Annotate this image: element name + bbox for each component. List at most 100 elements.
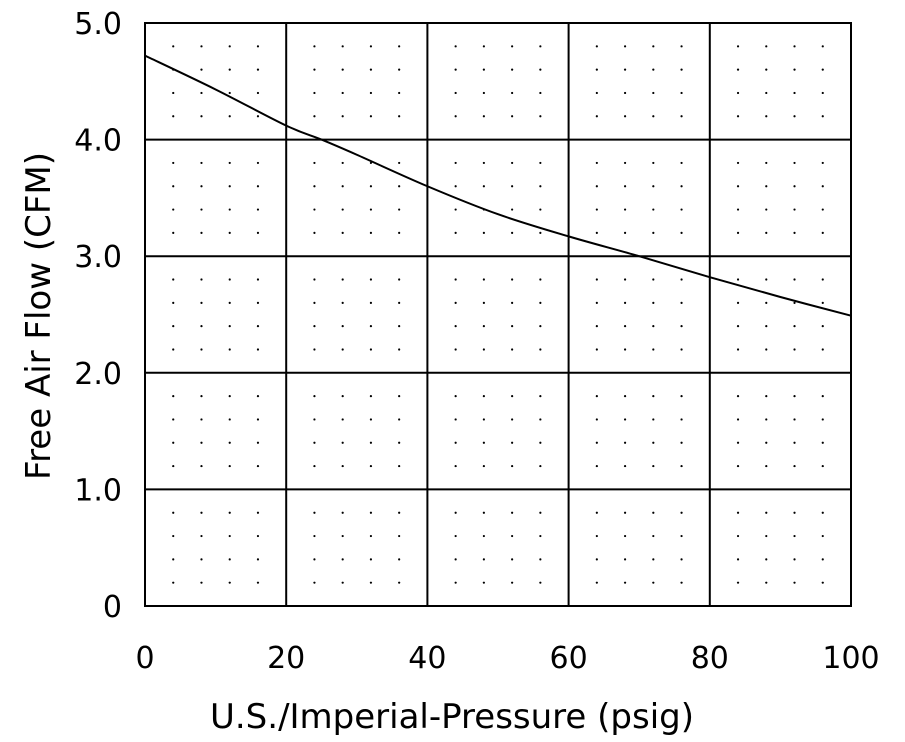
grid-dot-12 xyxy=(172,231,175,234)
grid-dot-331 xyxy=(736,278,740,281)
grid-dot-81 xyxy=(313,558,316,561)
grid-dot-342 xyxy=(765,534,768,538)
grid-dot-316 xyxy=(680,115,683,118)
grid-dot-270 xyxy=(623,301,627,304)
grid-dot-91 xyxy=(313,278,316,281)
x-tick-labels: 0 20 40 60 80 100 xyxy=(135,641,879,676)
grid-dot-337 xyxy=(736,91,740,95)
grid-dot-54 xyxy=(228,185,231,188)
grid-dot-340 xyxy=(765,581,768,584)
grid-dot-93 xyxy=(313,208,316,211)
grid-dot-33 xyxy=(200,208,203,211)
grid-dot-181 xyxy=(482,558,485,561)
grid-dot-78 xyxy=(256,68,260,71)
grid-dot-237 xyxy=(539,91,542,95)
grid-dot-55 xyxy=(228,161,231,165)
grid-dot-126 xyxy=(369,418,373,421)
grid-dot-383 xyxy=(821,511,824,514)
grid-dot-199 xyxy=(482,45,485,48)
grid-dot-305 xyxy=(680,441,683,444)
grid-dot-6 xyxy=(172,418,175,421)
grid-dot-232 xyxy=(539,231,542,234)
grid-dot-15 xyxy=(172,161,175,165)
x-tick-label-1: 20 xyxy=(267,641,305,676)
grid-dot-377 xyxy=(793,91,796,95)
grid-dot-149 xyxy=(398,325,401,328)
grid-dot-221 xyxy=(539,558,542,561)
grid-dot-76 xyxy=(256,115,260,118)
grid-dot-188 xyxy=(482,348,485,351)
grid-dot-386 xyxy=(821,418,824,421)
grid-dot-89 xyxy=(313,325,316,328)
grid-dot-161 xyxy=(454,558,457,561)
grid-dot-72 xyxy=(256,231,260,234)
grid-dot-271 xyxy=(623,278,627,281)
grid-dot-299 xyxy=(652,45,655,48)
grid-dot-172 xyxy=(454,231,457,234)
grid-dot-351 xyxy=(765,278,768,281)
grid-dot-117 xyxy=(341,91,344,95)
grid-dot-74 xyxy=(256,185,260,188)
grid-dot-373 xyxy=(793,208,796,211)
grid-dot-154 xyxy=(398,185,401,188)
grid-dot-298 xyxy=(652,68,655,71)
grid-dot-311 xyxy=(680,278,683,281)
grid-dot-98 xyxy=(313,68,316,71)
grid-dot-344 xyxy=(765,464,768,468)
grid-dot-60 xyxy=(256,581,260,584)
grid-dot-330 xyxy=(736,301,740,304)
grid-dot-114 xyxy=(341,185,344,188)
grid-dot-88 xyxy=(313,348,316,351)
grid-dot-183 xyxy=(482,511,485,514)
grid-dot-381 xyxy=(821,558,824,561)
grid-dot-163 xyxy=(454,511,457,514)
grid-dot-79 xyxy=(256,45,260,48)
grid-dot-291 xyxy=(652,278,655,281)
grid-dot-155 xyxy=(398,161,401,165)
grid-dot-345 xyxy=(765,441,768,444)
grid-dot-47 xyxy=(228,395,231,398)
grid-dot-123 xyxy=(369,511,373,514)
grid-dot-2 xyxy=(172,534,175,538)
grid-dot-165 xyxy=(454,441,457,444)
grid-dot-166 xyxy=(454,418,457,421)
grid-dot-209 xyxy=(511,325,514,328)
grid-dot-83 xyxy=(313,511,316,514)
grid-dot-113 xyxy=(341,208,344,211)
grid-dot-255 xyxy=(595,161,598,165)
grid-dot-233 xyxy=(539,208,542,211)
grid-dot-46 xyxy=(228,418,231,421)
grid-dot-189 xyxy=(482,325,485,328)
grid-dot-211 xyxy=(511,278,514,281)
grid-dot-207 xyxy=(511,395,514,398)
grid-dot-297 xyxy=(652,91,655,95)
grid-dot-326 xyxy=(736,418,740,421)
grid-dot-226 xyxy=(539,418,542,421)
grid-dot-302 xyxy=(680,534,683,538)
grid-dot-219 xyxy=(511,45,514,48)
grid-dot-3 xyxy=(172,511,175,514)
grid-dot-99 xyxy=(313,45,316,48)
grid-dot-5 xyxy=(172,441,175,444)
series-line xyxy=(144,54,852,317)
grid-dot-361 xyxy=(793,558,796,561)
grid-dot-365 xyxy=(793,441,796,444)
grid-dot-280 xyxy=(652,581,655,584)
grid-dot-105 xyxy=(341,441,344,444)
grid-dot-133 xyxy=(369,208,373,211)
grid-dot-176 xyxy=(454,115,457,118)
grid-dot-229 xyxy=(539,325,542,328)
grid-dot-65 xyxy=(256,441,260,444)
grid-dot-8 xyxy=(172,348,175,351)
y-tick-label-0: 0 xyxy=(103,590,122,625)
grid-dot-353 xyxy=(765,208,768,211)
grid-dot-192 xyxy=(482,231,485,234)
grid-dot-289 xyxy=(652,325,655,328)
grid-dot-295 xyxy=(652,161,655,165)
grid-dot-57 xyxy=(228,91,231,95)
grid-dot-43 xyxy=(228,511,231,514)
grid-dot-388 xyxy=(821,348,824,351)
y-tick-labels: 0 1.0 2.0 3.0 4.0 5.0 xyxy=(74,7,122,625)
grid-dot-67 xyxy=(256,395,260,398)
